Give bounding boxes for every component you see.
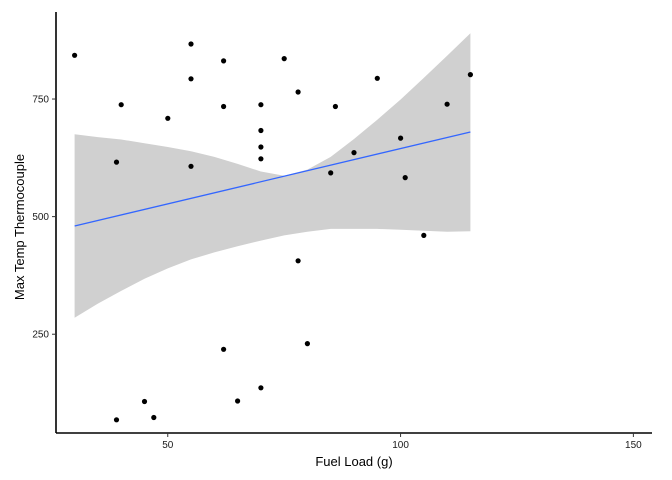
data-point-15 <box>258 102 264 108</box>
trend-line-layer <box>74 131 471 227</box>
data-point-12 <box>221 103 227 110</box>
data-point-8 <box>188 41 194 47</box>
data-point-22 <box>295 258 301 264</box>
data-point-25 <box>332 103 338 110</box>
data-point-6 <box>151 414 157 421</box>
data-point-1 <box>72 52 78 58</box>
data-point-11 <box>221 58 227 64</box>
x-tick-label-50: 50 <box>162 440 174 451</box>
data-point-26 <box>351 150 357 156</box>
data-point-29 <box>402 175 408 181</box>
data-point-21 <box>295 89 301 95</box>
confidence-band-layer <box>74 33 471 318</box>
x-tick-label-150: 150 <box>625 440 642 451</box>
data-point-16 <box>258 127 264 134</box>
data-point-7 <box>165 115 171 121</box>
data-point-9 <box>188 76 194 82</box>
data-point-19 <box>258 385 264 391</box>
data-point-17 <box>258 144 264 150</box>
data-point-5 <box>141 398 148 405</box>
axes-layer: 50 100 150 250 500 750 <box>32 12 652 451</box>
data-point-10 <box>188 163 194 169</box>
trend-line <box>74 131 471 227</box>
confidence-band <box>74 33 471 318</box>
data-point-14 <box>235 398 241 404</box>
data-point-13 <box>221 346 227 352</box>
data-point-4 <box>118 102 124 108</box>
data-point-27 <box>374 75 380 81</box>
data-point-23 <box>304 341 310 347</box>
data-point-20 <box>281 56 287 62</box>
x-tick-label-100: 100 <box>392 440 409 451</box>
y-tick-label-750: 750 <box>32 95 49 106</box>
data-point-18 <box>258 156 264 162</box>
y-tick-label-500: 500 <box>32 212 49 223</box>
data-point-28 <box>398 135 404 141</box>
data-point-30 <box>421 232 427 238</box>
x-axis-title: Fuel Load (g) <box>315 454 392 469</box>
data-point-32 <box>467 72 473 78</box>
data-point-31 <box>444 101 450 107</box>
data-points-layer <box>72 41 473 423</box>
data-point-3 <box>113 417 120 423</box>
y-tick-label-250: 250 <box>32 330 49 341</box>
data-point-2 <box>113 159 120 165</box>
y-axis-title: Max Temp Thermocouple <box>12 154 27 300</box>
data-point-24 <box>328 170 334 176</box>
